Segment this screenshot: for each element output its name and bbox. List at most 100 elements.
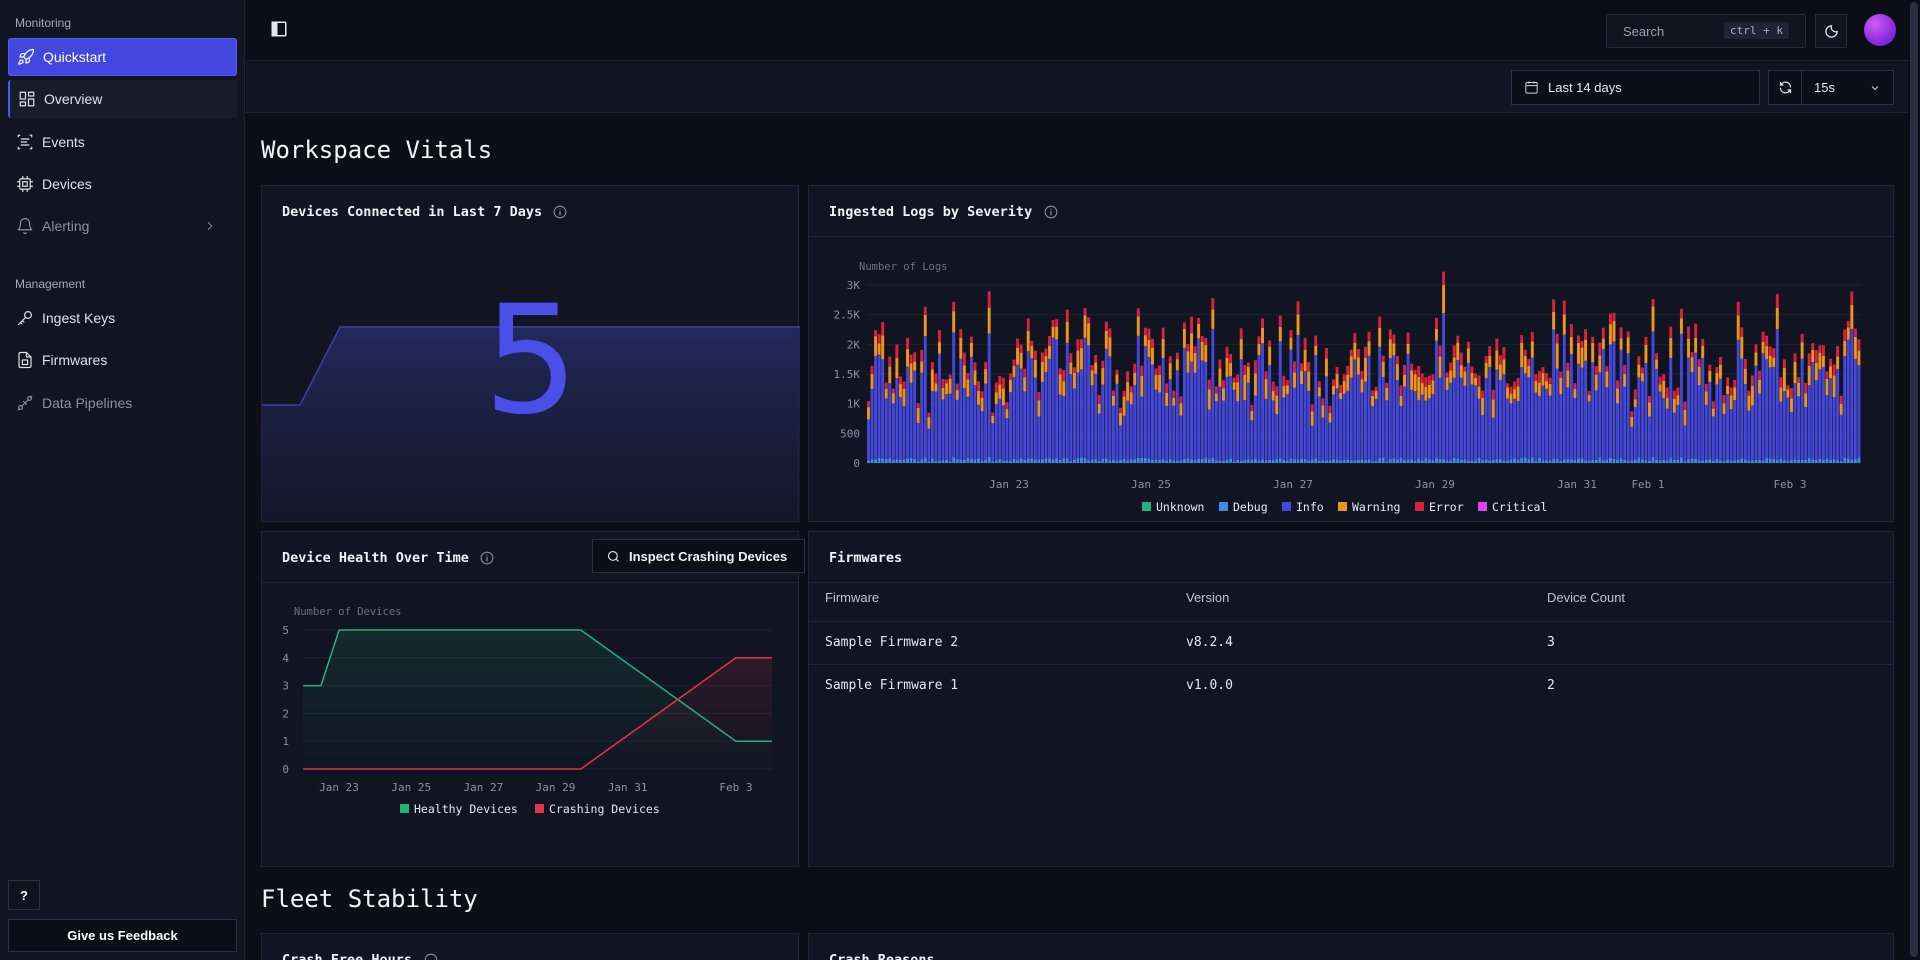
bar-segment — [1207, 379, 1211, 390]
bar-segment — [1601, 338, 1605, 350]
page-scrollbar[interactable] — [1908, 0, 1920, 960]
bar-segment — [1342, 459, 1346, 463]
info-icon[interactable] — [424, 953, 438, 960]
bar-segment — [1119, 459, 1122, 463]
bar-segment — [1719, 364, 1722, 379]
bar-segment — [1310, 404, 1314, 412]
bar-segment — [948, 461, 952, 463]
x-tick-label: Feb 3 — [719, 781, 752, 794]
list-icon — [17, 134, 33, 150]
bar-segment — [1708, 381, 1712, 460]
info-icon[interactable] — [553, 205, 567, 219]
bar-segment — [881, 359, 885, 459]
bar-segment — [1605, 366, 1609, 372]
sidebar-item-quickstart[interactable]: Quickstart — [8, 38, 237, 76]
sidebar-item-data-pipelines[interactable]: Data Pipelines — [8, 384, 237, 422]
bar-segment — [1687, 326, 1690, 339]
bar-segment — [1261, 318, 1264, 328]
bar-segment — [1786, 461, 1790, 463]
bar-segment — [1530, 331, 1534, 342]
bar-segment — [1807, 457, 1811, 463]
bar-segment — [1630, 411, 1634, 417]
bar-segment — [913, 370, 917, 460]
bar-segment — [1108, 328, 1112, 338]
refresh-button[interactable] — [1768, 70, 1802, 105]
info-icon[interactable] — [1044, 205, 1058, 219]
bar-segment — [1126, 381, 1130, 401]
bar-segment — [1821, 367, 1825, 460]
bar-segment — [1229, 362, 1233, 376]
bar-segment — [1250, 405, 1254, 411]
bar-segment — [1349, 349, 1353, 357]
legend-label: Crashing Devices — [549, 802, 660, 816]
bar-segment — [1541, 367, 1545, 374]
avatar[interactable] — [1864, 14, 1896, 46]
bar-segment — [1140, 457, 1144, 463]
bar-segment — [1126, 371, 1130, 382]
bar-segment — [1161, 459, 1165, 463]
bar-segment — [1001, 377, 1005, 389]
refresh-interval-select[interactable]: 15s — [1802, 70, 1894, 105]
column-header-firmware[interactable]: Firmware — [825, 590, 880, 605]
bar-segment — [1012, 359, 1016, 366]
search-input[interactable]: Search ctrl + k — [1606, 14, 1806, 48]
bar-segment — [1037, 459, 1041, 463]
y-tick-label: 1.5K — [834, 368, 861, 381]
bar-segment — [1676, 404, 1680, 460]
bar-segment — [1250, 459, 1254, 463]
bar-segment — [1182, 328, 1186, 348]
bar-segment — [1711, 460, 1715, 463]
bar-segment — [927, 461, 931, 463]
table-row[interactable]: Sample Firmware 1 v1.0.0 2 — [809, 664, 1893, 707]
bar-segment — [1793, 459, 1797, 463]
sidebar-item-overview[interactable]: Overview — [8, 80, 237, 118]
bar-segment — [1562, 459, 1566, 463]
bar-segment — [1328, 413, 1332, 423]
column-header-device-count[interactable]: Device Count — [1547, 590, 1626, 605]
bar-segment — [1222, 388, 1225, 401]
bar-segment — [1466, 348, 1470, 363]
bar-segment — [945, 394, 949, 460]
bar-segment — [1413, 374, 1417, 392]
bar-segment — [1640, 373, 1644, 382]
inspect-crashing-devices-button[interactable]: Inspect Crashing Devices — [592, 539, 805, 573]
bar-segment — [1669, 326, 1673, 338]
theme-toggle-button[interactable] — [1815, 14, 1847, 48]
bar-segment — [966, 379, 970, 397]
sidebar-item-events[interactable]: Events — [8, 123, 237, 161]
sidebar-item-alerting[interactable]: Alerting — [8, 207, 237, 245]
sidebar-toggle-icon[interactable] — [270, 20, 288, 38]
bar-segment — [870, 365, 874, 374]
file-icon — [18, 351, 32, 369]
bar-segment — [1811, 343, 1815, 350]
bar-segment — [1701, 338, 1705, 346]
bar-segment — [1495, 458, 1499, 463]
device-health-line-chart: Number of Devices 0 1 2 3 4 5 Jan 23 Jan 25 Jan 2… — [282, 606, 772, 816]
sidebar-item-devices[interactable]: Devices — [8, 165, 237, 203]
bar-segment — [1587, 390, 1591, 396]
bar-segment — [1584, 339, 1588, 361]
bar-segment — [1229, 354, 1233, 363]
feedback-button[interactable]: Give us Feedback — [8, 919, 237, 952]
bar-segment — [1719, 460, 1722, 463]
bar-segment — [1190, 459, 1193, 463]
bar-segment — [1601, 349, 1605, 461]
scrollbar-thumb[interactable] — [1910, 2, 1918, 957]
x-tick-label: Jan 25 — [391, 781, 431, 794]
help-button[interactable]: ? — [8, 880, 40, 910]
bar-segment — [1733, 380, 1737, 388]
bar-segment — [1750, 386, 1754, 406]
bar-segment — [916, 402, 920, 408]
chevron-right-icon[interactable] — [203, 219, 217, 233]
bar-segment — [1534, 461, 1538, 463]
sidebar-item-ingest-keys[interactable]: Ingest Keys — [8, 299, 237, 337]
column-header-version[interactable]: Version — [1186, 590, 1230, 605]
bar-segment — [1829, 366, 1832, 378]
date-range-picker[interactable]: Last 14 days — [1511, 70, 1760, 105]
info-icon[interactable] — [480, 551, 494, 565]
bar-segment — [1846, 458, 1850, 463]
bar-segment — [1530, 357, 1534, 458]
sidebar-item-firmwares[interactable]: Firmwares — [8, 341, 237, 379]
table-row[interactable]: Sample Firmware 2 v8.2.4 3 — [809, 621, 1893, 664]
bar-segment — [1608, 344, 1612, 458]
